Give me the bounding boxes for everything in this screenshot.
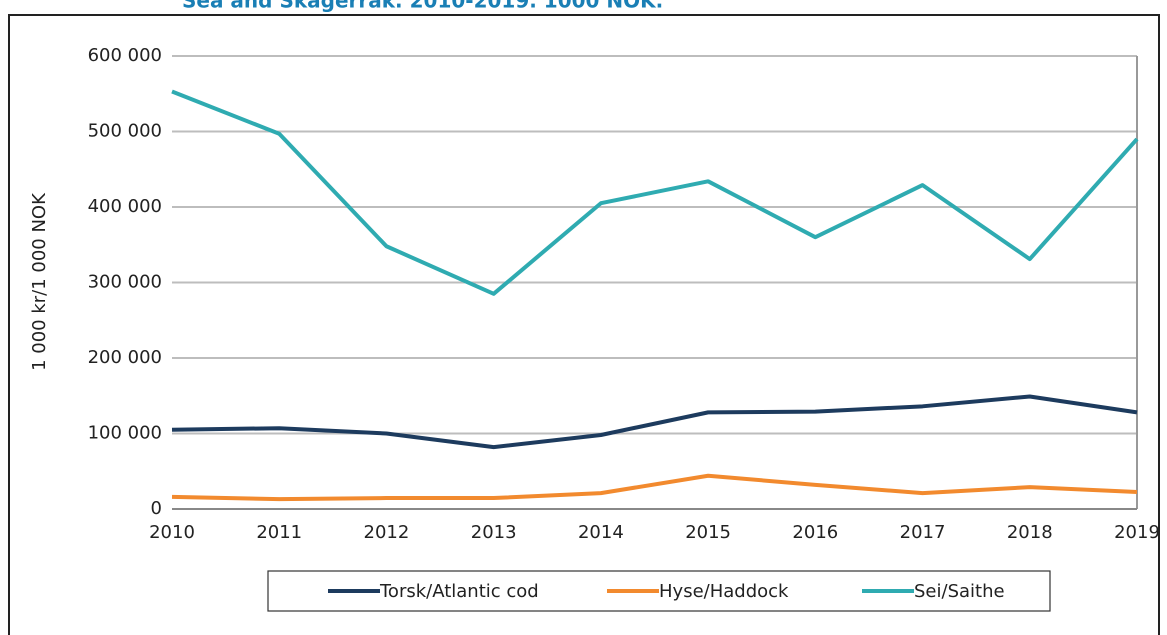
x-tick-label: 2019 xyxy=(1114,522,1160,543)
x-tick-label: 2011 xyxy=(256,522,302,543)
x-tick-label: 2010 xyxy=(149,522,195,543)
y-tick-label: 400 000 xyxy=(88,196,162,217)
legend-label: Torsk/Atlantic cod xyxy=(379,581,539,602)
series-line xyxy=(171,473,1138,502)
y-tick-label: 0 xyxy=(151,498,162,519)
y-tick-label: 200 000 xyxy=(88,347,162,368)
x-tick-label: 2014 xyxy=(578,522,624,543)
x-tick-label: 2012 xyxy=(364,522,410,543)
y-tick-label: 300 000 xyxy=(88,272,162,293)
y-tick-label: 600 000 xyxy=(88,45,162,66)
legend-label: Sei/Saithe xyxy=(914,581,1005,602)
x-tick-label: 2015 xyxy=(685,522,731,543)
x-tick-label: 2013 xyxy=(471,522,517,543)
y-tick-label: 100 000 xyxy=(88,423,162,444)
legend-label: Hyse/Haddock xyxy=(659,581,789,602)
series-line xyxy=(171,89,1139,296)
y-axis-label: 1 000 kr/1 000 NOK xyxy=(29,192,50,371)
series-line xyxy=(171,394,1138,450)
x-tick-label: 2018 xyxy=(1007,522,1053,543)
chart-frame xyxy=(8,14,1160,635)
y-tick-label: 500 000 xyxy=(88,121,162,142)
x-tick-label: 2016 xyxy=(792,522,838,543)
chart-title: Sea and Skagerrak. 2010-2019. 1000 NOK. xyxy=(182,0,663,13)
x-tick-label: 2017 xyxy=(900,522,946,543)
